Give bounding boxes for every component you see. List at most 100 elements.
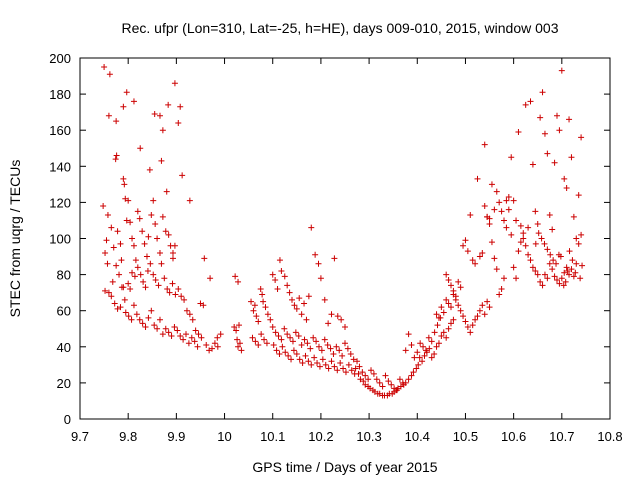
data-point <box>538 235 545 242</box>
data-point <box>134 208 141 215</box>
data-point <box>476 253 483 260</box>
data-point <box>325 365 332 372</box>
data-point <box>272 329 279 336</box>
x-tick-label: 10.7 <box>549 429 574 444</box>
data-point <box>562 278 569 285</box>
data-point <box>289 296 295 303</box>
data-point <box>276 257 283 264</box>
y-tick-label: 140 <box>49 159 71 174</box>
data-point <box>328 311 335 318</box>
data-point <box>331 363 338 370</box>
data-point <box>217 331 224 338</box>
data-point <box>566 248 573 255</box>
data-point <box>379 383 386 390</box>
data-point <box>257 286 264 293</box>
data-point <box>408 372 415 379</box>
y-tick-label: 180 <box>49 87 71 102</box>
data-point <box>145 314 152 321</box>
data-point <box>275 332 282 339</box>
data-point <box>259 291 266 298</box>
x-tick-label: 9.7 <box>71 429 89 444</box>
data-point <box>195 331 202 338</box>
data-point <box>337 360 344 367</box>
data-point <box>362 372 369 379</box>
data-point <box>344 345 351 352</box>
data-point <box>443 271 450 278</box>
data-point <box>262 304 269 311</box>
data-point <box>338 316 345 323</box>
data-point <box>316 363 323 370</box>
data-point <box>464 248 471 255</box>
chart-title: Rec. ufpr (Lon=310, Lat=-25, h=HE), days… <box>121 20 558 36</box>
data-point <box>117 304 124 311</box>
data-point <box>547 251 554 258</box>
data-point <box>298 341 305 348</box>
x-tick-label: 9.9 <box>167 429 185 444</box>
data-point <box>174 327 181 334</box>
data-point <box>238 347 245 354</box>
data-point <box>264 311 271 318</box>
data-point <box>313 338 320 345</box>
data-point <box>510 197 517 204</box>
data-point <box>544 150 551 157</box>
data-point <box>166 289 173 296</box>
data-point <box>568 266 575 273</box>
data-point <box>136 316 143 323</box>
data-point <box>321 296 328 303</box>
data-point <box>551 159 558 166</box>
data-point <box>270 341 277 348</box>
data-point <box>556 127 563 134</box>
y-axis-label: STEC from uqrg / TECUs <box>7 160 23 318</box>
y-tick-label: 0 <box>64 412 71 427</box>
data-point <box>546 260 553 267</box>
data-point <box>122 309 129 316</box>
x-tick-label: 10.1 <box>260 429 285 444</box>
data-point <box>169 255 176 262</box>
data-point <box>236 340 243 347</box>
data-point <box>321 336 328 343</box>
data-point <box>131 273 138 280</box>
data-point <box>200 302 207 309</box>
data-point <box>373 376 380 383</box>
data-point <box>147 260 154 267</box>
data-point <box>151 110 158 117</box>
data-point <box>281 273 288 280</box>
data-point <box>352 365 359 372</box>
data-point <box>415 361 422 368</box>
data-point <box>342 323 348 330</box>
data-point <box>370 370 377 377</box>
data-point <box>544 275 551 282</box>
data-point <box>102 287 109 294</box>
data-point <box>127 286 134 293</box>
data-point <box>152 221 159 228</box>
data-point <box>279 343 286 350</box>
data-point <box>553 260 560 267</box>
data-point <box>452 293 459 300</box>
data-point <box>165 329 172 336</box>
data-point <box>527 98 534 105</box>
data-point <box>188 334 195 341</box>
data-point <box>129 235 136 242</box>
data-point <box>274 286 281 293</box>
data-point <box>293 351 300 358</box>
data-point <box>420 343 427 350</box>
data-point <box>460 242 467 249</box>
data-point <box>292 329 299 336</box>
data-point <box>498 286 505 293</box>
data-point <box>513 217 520 224</box>
data-point <box>158 157 165 164</box>
data-point <box>532 208 539 215</box>
data-point <box>125 280 132 287</box>
data-point <box>143 253 150 260</box>
data-point <box>169 249 176 256</box>
data-point <box>162 228 169 235</box>
data-point <box>298 311 305 318</box>
data-point <box>278 336 285 343</box>
data-point <box>535 230 542 237</box>
data-point <box>399 379 406 386</box>
data-point <box>555 251 562 258</box>
data-point <box>296 356 303 363</box>
data-point <box>235 278 242 285</box>
data-point <box>233 327 240 334</box>
data-point <box>413 365 420 372</box>
